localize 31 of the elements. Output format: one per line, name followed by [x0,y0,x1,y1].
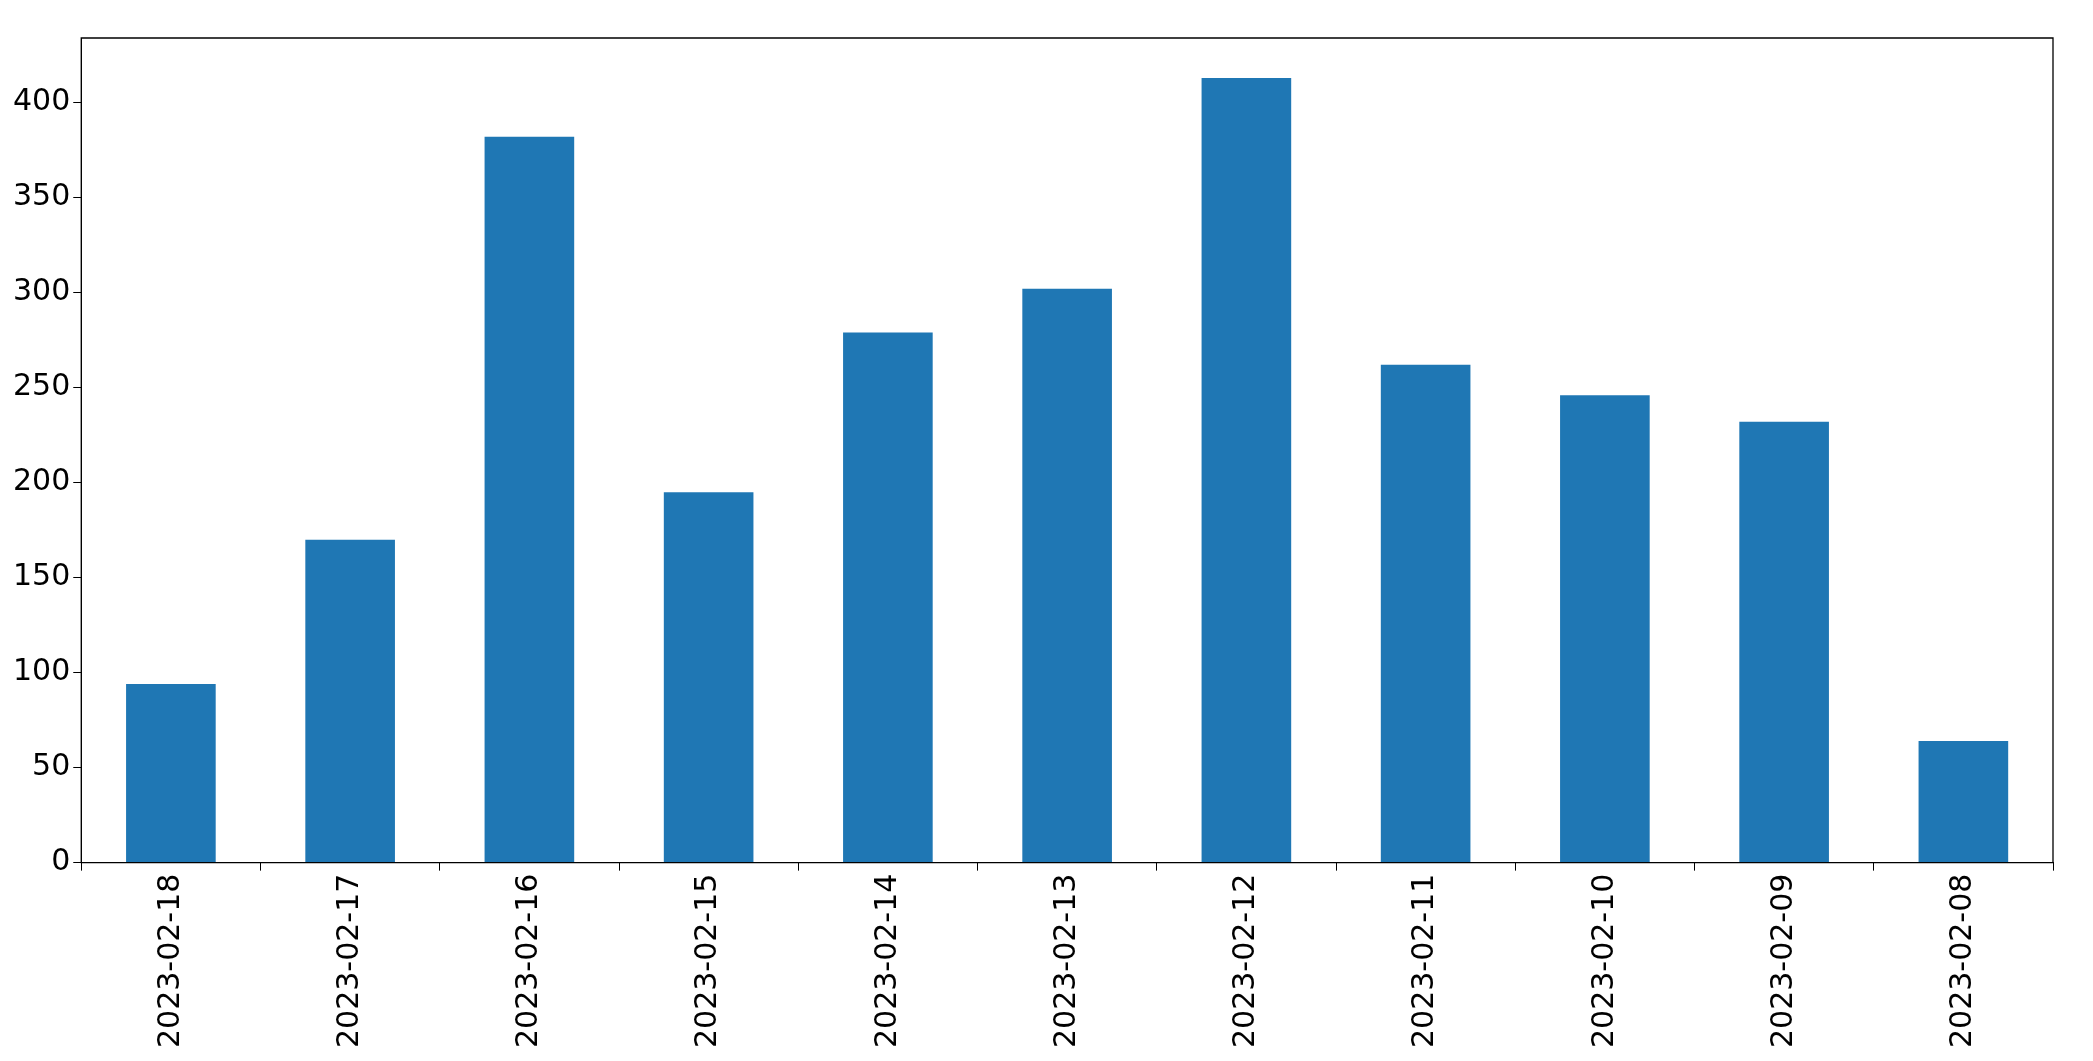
bar [1022,288,1112,863]
x-tick-label: 2023-02-10 [1584,873,1620,1049]
bar [1560,395,1650,863]
bar [663,492,754,863]
x-tick-label: 2023-02-14 [867,873,903,1049]
y-tick-label: 350 [13,177,71,213]
y-tick-label: 200 [13,462,71,498]
x-tick-label: 2023-02-17 [329,873,365,1049]
x-tick-label: 2023-02-15 [688,873,724,1049]
bar [843,332,933,863]
y-tick-label: 50 [32,747,71,783]
y-tick-label: 0 [51,842,71,878]
bar [1739,421,1829,863]
y-tick-label: 400 [13,82,71,118]
bar [1201,77,1292,863]
bar [126,684,216,863]
bar [305,539,395,863]
y-tick-label: 100 [13,652,71,688]
x-tick-label: 2023-02-08 [1943,873,1979,1049]
x-tick-label: 2023-02-16 [509,873,545,1049]
bar [1380,364,1471,863]
x-tick-label: 2023-02-09 [1763,873,1799,1049]
x-tick-label: 2023-02-11 [1405,873,1441,1049]
x-tick-label: 2023-02-13 [1046,873,1082,1049]
y-tick-label: 300 [13,272,71,308]
x-tick-label: 2023-02-12 [1226,873,1262,1049]
y-tick-label: 150 [13,557,71,593]
x-tick-label: 2023-02-18 [150,873,186,1049]
bar [484,136,575,863]
y-tick-label: 250 [13,367,71,403]
bar [1918,741,2009,863]
